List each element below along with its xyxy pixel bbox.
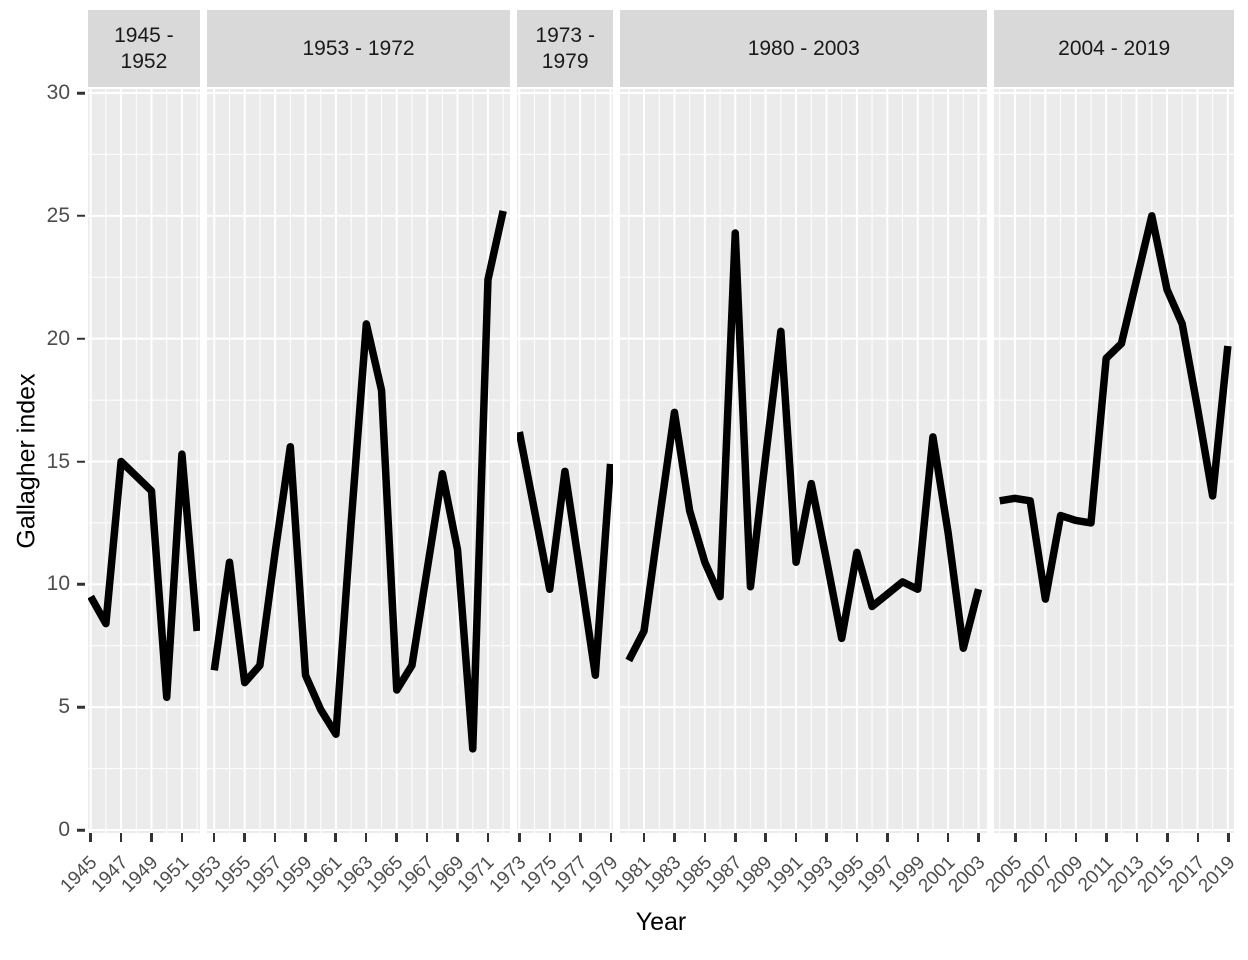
facet-plot bbox=[206, 89, 511, 833]
facet-panel bbox=[994, 89, 1234, 833]
y-tick-mark bbox=[77, 91, 85, 95]
x-tick-mark bbox=[977, 833, 980, 842]
facet-panel bbox=[88, 89, 200, 833]
facet-plot bbox=[517, 89, 614, 833]
x-tick-mark bbox=[642, 833, 646, 842]
line-series bbox=[999, 212, 1232, 603]
line-series bbox=[210, 210, 507, 753]
facet-strip-label: 1973 - 1979 bbox=[535, 24, 595, 73]
x-tick-mark bbox=[794, 833, 798, 842]
x-tick-mark bbox=[855, 833, 859, 842]
x-tick-mark bbox=[1014, 833, 1017, 842]
y-tick-label: 5 bbox=[58, 695, 70, 719]
x-tick-mark bbox=[425, 833, 429, 842]
x-tick-mark bbox=[1074, 833, 1078, 842]
facet-panel bbox=[517, 89, 614, 833]
x-tick-mark bbox=[764, 833, 767, 842]
x-tick-mark bbox=[304, 833, 307, 842]
x-tick-mark bbox=[364, 833, 368, 842]
facet-strip: 1980 - 2003 bbox=[620, 10, 988, 87]
y-tick-mark bbox=[77, 460, 85, 463]
x-tick-mark bbox=[609, 833, 613, 842]
x-tick-mark bbox=[548, 833, 552, 842]
facet-strip: 1945 - 1952 bbox=[88, 10, 200, 87]
y-tick-mark bbox=[77, 337, 85, 340]
x-tick-mark bbox=[886, 833, 889, 842]
y-tick-label: 10 bbox=[46, 572, 70, 596]
x-tick-mark bbox=[825, 833, 828, 842]
x-tick-mark bbox=[1196, 833, 1200, 842]
x-tick-mark bbox=[456, 833, 459, 842]
facet-strip-label: 2004 - 2019 bbox=[1058, 36, 1171, 60]
x-tick-mark bbox=[150, 833, 153, 842]
x-tick-mark bbox=[1227, 833, 1230, 842]
x-tick-mark bbox=[212, 833, 216, 842]
x-tick-mark bbox=[579, 833, 582, 842]
x-tick-mark bbox=[180, 833, 184, 842]
x-tick-mark bbox=[518, 833, 521, 842]
x-tick-mark bbox=[734, 833, 737, 842]
x-tick-mark bbox=[395, 833, 398, 842]
x-tick-mark bbox=[946, 833, 950, 842]
y-tick-mark bbox=[77, 214, 85, 218]
x-tick-mark bbox=[1044, 833, 1048, 842]
x-tick-mark bbox=[673, 833, 676, 842]
facet-panel bbox=[206, 89, 511, 833]
facet-plot bbox=[88, 89, 200, 833]
y-tick-label: 30 bbox=[46, 81, 70, 104]
facet-plot bbox=[620, 89, 988, 833]
y-tick-label: 20 bbox=[46, 326, 70, 350]
y-tick-mark bbox=[77, 705, 85, 709]
x-tick-mark bbox=[89, 833, 92, 842]
y-tick-mark bbox=[77, 828, 85, 832]
x-tick-mark bbox=[273, 833, 277, 842]
x-tick-mark bbox=[916, 833, 920, 842]
x-tick-mark bbox=[486, 833, 490, 842]
facet-strip-label: 1980 - 2003 bbox=[747, 36, 860, 60]
y-tick-mark bbox=[77, 583, 85, 586]
x-tick-mark bbox=[1135, 833, 1139, 842]
facet-panel bbox=[620, 89, 988, 833]
x-axis-title: Year bbox=[635, 908, 687, 936]
line-series bbox=[625, 229, 983, 663]
facet-strip: 2004 - 2019 bbox=[994, 10, 1234, 87]
y-tick-label: 0 bbox=[58, 818, 70, 841]
y-tick-label: 15 bbox=[46, 449, 70, 473]
x-tick-mark bbox=[1105, 833, 1108, 842]
line-series bbox=[517, 431, 614, 679]
facet-strip-label: 1953 - 1972 bbox=[302, 36, 415, 60]
facet-plot bbox=[994, 89, 1234, 833]
x-tick-mark bbox=[334, 833, 337, 842]
line-series bbox=[88, 450, 200, 702]
facet-strip: 1973 - 1979 bbox=[517, 10, 614, 87]
y-tick-label: 25 bbox=[46, 203, 70, 227]
x-tick-mark bbox=[703, 833, 707, 842]
facet-strip: 1953 - 1972 bbox=[206, 10, 511, 87]
facet-strip-label: 1945 - 1952 bbox=[114, 24, 174, 73]
x-tick-mark bbox=[1166, 833, 1169, 842]
x-tick-mark bbox=[119, 833, 123, 842]
x-tick-mark bbox=[243, 833, 246, 842]
